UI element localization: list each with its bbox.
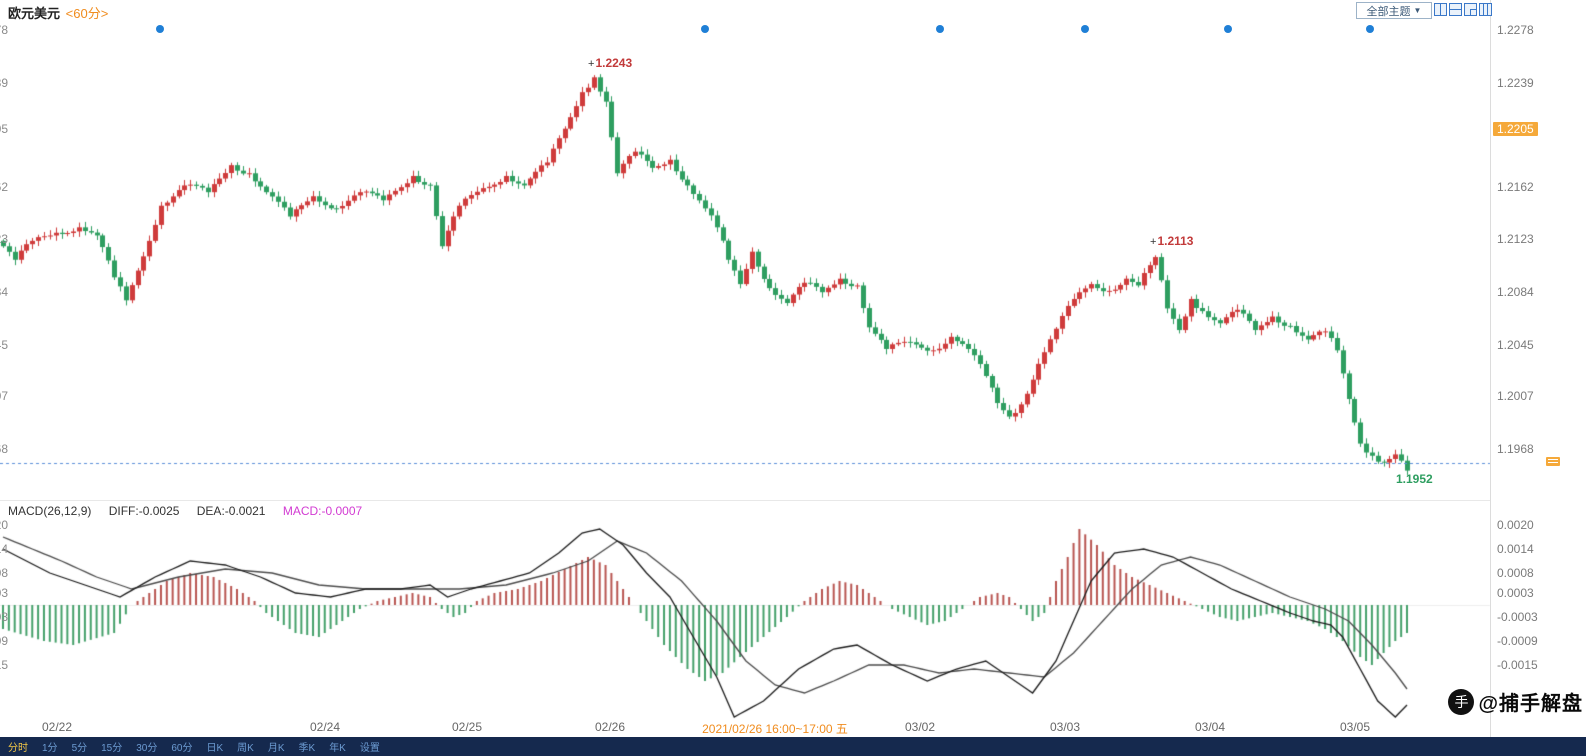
toolbar-item-季K[interactable]: 季K <box>298 743 316 754</box>
toolbar-item-年K[interactable]: 年K <box>329 743 346 754</box>
layout-triple-icon[interactable] <box>1479 3 1492 16</box>
date-label: 03/04 <box>1194 720 1226 734</box>
layout-quad-icon[interactable] <box>1464 3 1477 16</box>
event-dot[interactable] <box>936 25 944 33</box>
price-tick: 1.2162 <box>1497 179 1534 194</box>
price-tick: 1.2045 <box>1497 337 1534 352</box>
macd-tick: 0.0003 <box>1497 586 1534 600</box>
macd-tick-left-clipped: 0.0003 <box>0 586 8 600</box>
toolbar-item-设置[interactable]: 设置 <box>359 743 380 754</box>
theme-selector-label: 全部主题 <box>1366 5 1411 18</box>
watermark-text: @捕手解盘 <box>1478 693 1583 715</box>
toolbar-item-日K[interactable]: 日K <box>206 743 224 754</box>
layout-icon-group <box>1434 3 1492 16</box>
price-tick: 1.2278 <box>1497 23 1534 37</box>
watermark-logo-icon: 手 <box>1448 688 1475 715</box>
layout-split-horizontal-icon[interactable] <box>1449 3 1462 16</box>
toolbar-item-月K[interactable]: 月K <box>267 743 285 754</box>
price-tick: 1.1968 <box>1497 441 1534 456</box>
price-tick-left-clipped: 1.2278 <box>0 23 8 37</box>
macd-params-label: MACD(26,12,9) <box>8 504 92 518</box>
price-tick: 1.2239 <box>1497 75 1534 90</box>
macd-tick: 0.0020 <box>1497 518 1534 532</box>
event-dot[interactable] <box>1224 25 1232 33</box>
toolbar-item-5分[interactable]: 5分 <box>71 743 88 754</box>
event-dot[interactable] <box>1081 25 1089 33</box>
date-label: 02/24 <box>309 720 341 734</box>
event-dot[interactable] <box>1366 25 1374 33</box>
watermark: 手 @捕手解盘 <box>1448 687 1583 716</box>
price-annotation: +1.2243 <box>588 56 633 70</box>
date-label: 02/26 <box>594 720 626 734</box>
axis-separator-line <box>1490 0 1491 737</box>
macd-tick-left-clipped: 0.0014 <box>0 542 8 556</box>
price-tick-left-clipped: 1.1968 <box>0 441 8 456</box>
macd-tick-left-clipped: -0.0009 <box>0 634 8 648</box>
macd-tick-left-clipped: 0.0020 <box>0 518 8 532</box>
price-tick: 1.2007 <box>1497 389 1534 404</box>
toolbar-item-15分[interactable]: 15分 <box>101 743 123 754</box>
panel-divider-line <box>0 500 1490 501</box>
event-dot[interactable] <box>701 25 709 33</box>
price-annotation: +1.2113 <box>1150 234 1194 248</box>
macd-tick: 0.0014 <box>1497 542 1534 556</box>
price-tick-left-clipped: 1.2045 <box>0 337 8 352</box>
price-tick: 1.2084 <box>1497 285 1534 300</box>
date-label: 02/25 <box>451 720 483 734</box>
date-label: 03/05 <box>1339 720 1371 734</box>
timeframe-label: <60分> <box>65 6 109 21</box>
price-tick-left-clipped: 1.2162 <box>0 179 8 194</box>
price-tick-left-clipped: 1.2123 <box>0 232 8 247</box>
macd-indicator-info: MACD(26,12,9) DIFF:-0.0025 DEA:-0.0021 M… <box>8 504 376 518</box>
chart-header: 欧元美元 <60分> <box>8 3 108 22</box>
price-annotation: 1.1952 <box>1396 472 1433 486</box>
price-tick-left-clipped: 1.2084 <box>0 285 8 300</box>
macd-macd-value: MACD:-0.0007 <box>282 504 363 518</box>
date-label: 03/02 <box>904 720 936 734</box>
date-label: 03/03 <box>1049 720 1081 734</box>
macd-dea-value: DEA:-0.0021 <box>196 504 266 518</box>
date-label: 02/22 <box>41 720 73 734</box>
current-price-marker[interactable] <box>1546 457 1560 466</box>
annotation-marker-icon: + <box>588 58 595 70</box>
annotation-marker-icon: + <box>1150 236 1157 248</box>
price-tick-left-clipped: 1.2205 <box>0 121 8 136</box>
macd-diff-value: DIFF:-0.0025 <box>108 504 180 518</box>
toolbar-item-1分[interactable]: 1分 <box>42 743 58 754</box>
event-dot[interactable] <box>156 25 164 33</box>
macd-tick-left-clipped: 0.0008 <box>0 566 8 580</box>
layout-split-vertical-icon[interactable] <box>1434 3 1447 16</box>
toolbar-item-60分[interactable]: 60分 <box>171 743 193 754</box>
macd-tick: -0.0015 <box>1497 658 1538 672</box>
price-tick-highlighted: 1.2205 <box>1493 121 1538 136</box>
macd-tick-left-clipped: -0.0015 <box>0 658 8 672</box>
toolbar-item-30分[interactable]: 30分 <box>136 743 158 754</box>
toolbar-item-分时[interactable]: 分时 <box>8 743 28 754</box>
toolbar-item-周K[interactable]: 周K <box>237 743 254 754</box>
theme-selector-dropdown[interactable]: 全部主题 ▼ <box>1356 2 1432 19</box>
chevron-down-icon: ▼ <box>1413 6 1422 15</box>
symbol-title: 欧元美元 <box>8 6 61 21</box>
selected-time-label: 2021/02/26 16:00~17:00 五 <box>702 722 848 736</box>
price-tick-left-clipped: 1.2007 <box>0 389 8 404</box>
macd-tick-left-clipped: -0.0003 <box>0 610 8 624</box>
price-tick-left-clipped: 1.2239 <box>0 75 8 90</box>
price-tick: 1.2123 <box>1497 232 1534 247</box>
macd-tick: -0.0003 <box>1497 610 1538 624</box>
macd-tick: 0.0008 <box>1497 566 1534 580</box>
macd-tick: -0.0009 <box>1497 634 1538 648</box>
timeframe-toolbar: 分时 1分 5分 15分 30分 60分 日K 周K 月K 季K 年K 设置 <box>0 737 1586 756</box>
